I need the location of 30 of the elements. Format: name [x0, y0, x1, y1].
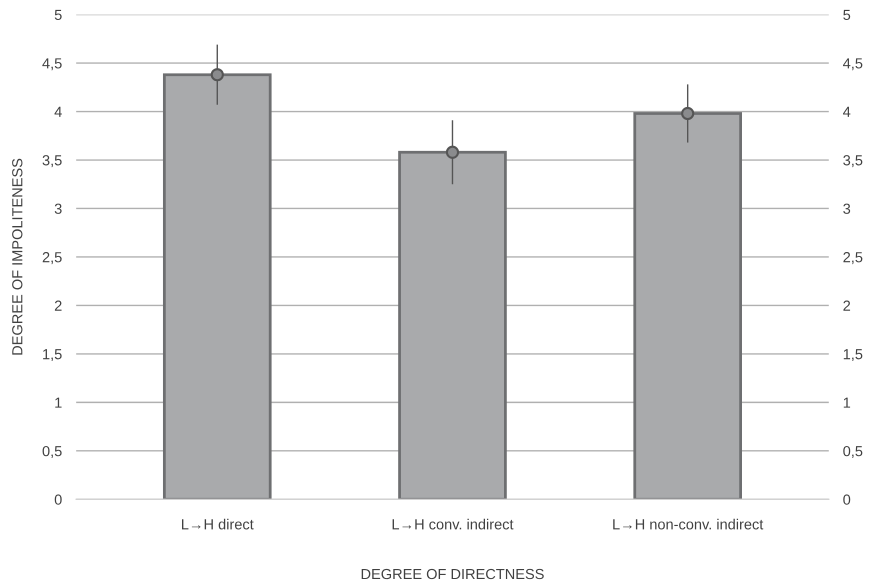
- y-tick-label: 4: [54, 106, 62, 117]
- x-axis-title: DEGREE OF DIRECTNESS: [362, 568, 544, 580]
- point: [681, 106, 694, 120]
- y2-tick-label: 0,5: [843, 446, 862, 458]
- y-tick-label: 2: [54, 300, 62, 311]
- y-axis-title: DEGREE OF IMPOLITENESS: [12, 158, 22, 355]
- point: [210, 68, 224, 82]
- y-tick-label: 4,5: [42, 58, 62, 70]
- y-tick-label: 0,5: [42, 446, 62, 458]
- y-tick-label: 5: [54, 10, 62, 20]
- x-tick-label: L→H direct: [182, 518, 254, 530]
- y2-tick-label: 5: [843, 10, 850, 20]
- y-tick-label: 3,5: [42, 155, 62, 168]
- y2-tick-label: 4,5: [843, 58, 862, 70]
- y2-tick-label: 2: [843, 300, 850, 311]
- point: [446, 146, 460, 159]
- y2-tick-label: 1: [844, 398, 850, 408]
- y2-tick-label: 1,5: [844, 349, 862, 362]
- x-tick-label: L→H non-conv. indirect: [613, 518, 764, 530]
- y2-tick-label: 3: [843, 204, 850, 214]
- y2-tick-label: 3,5: [843, 155, 862, 168]
- y-tick-label: 1,5: [43, 349, 62, 362]
- y-tick-label: 3: [54, 204, 62, 214]
- y2-tick-label: 0: [843, 494, 850, 505]
- x-tick-label: L→H conv. indirect: [392, 518, 514, 530]
- y-tick-label: 2,5: [42, 252, 62, 264]
- y-tick-label: 0: [54, 494, 62, 505]
- y-tick-label: 1: [55, 398, 62, 408]
- y2-tick-label: 4: [843, 106, 850, 117]
- y2-tick-label: 2,5: [843, 252, 862, 264]
